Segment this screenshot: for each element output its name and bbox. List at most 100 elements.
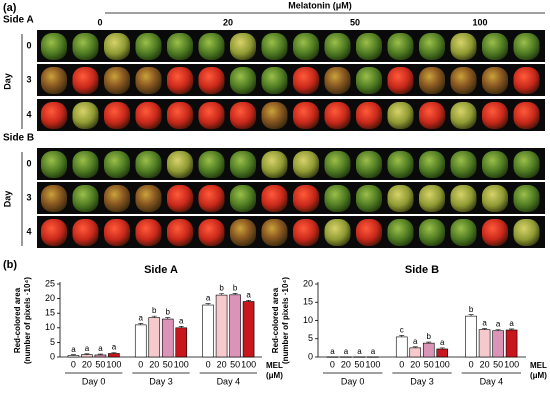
bar <box>161 318 174 358</box>
dose-tick-label: 0 <box>206 359 211 369</box>
pepper <box>356 219 382 246</box>
pepper <box>230 102 256 129</box>
pepper <box>356 102 382 129</box>
bar <box>505 329 518 358</box>
pepper <box>230 185 256 212</box>
pepper <box>450 102 477 129</box>
error-bar <box>399 335 405 337</box>
error-bar <box>84 353 90 355</box>
pepper <box>230 151 256 178</box>
pepper <box>167 219 193 246</box>
pepper <box>419 151 445 178</box>
bar <box>409 347 422 358</box>
y-tick-label: 5 <box>308 333 313 343</box>
pepper <box>419 102 445 129</box>
y-tick-label: 0 <box>308 351 313 361</box>
pepper <box>261 102 288 129</box>
letter-label: a <box>330 347 335 356</box>
pepper <box>41 219 67 246</box>
pepper <box>198 151 225 178</box>
error-bar <box>439 347 445 349</box>
dose-tick-label: 50 <box>163 359 173 369</box>
pepper <box>104 33 130 60</box>
day-number: 4 <box>26 109 31 119</box>
letter-label: a <box>440 338 445 347</box>
bar <box>422 342 435 358</box>
pepper <box>41 185 67 212</box>
pepper <box>293 219 319 246</box>
pepper <box>324 33 351 60</box>
error-bar <box>482 328 488 330</box>
y-axis-label: (number of pixels ·10⁴) <box>23 277 32 364</box>
pepper <box>104 151 130 178</box>
dose-tick-label: 20 <box>410 359 420 369</box>
y-tick-label: 25 <box>45 278 55 288</box>
y-tick-label: 0 <box>50 351 55 361</box>
pepper <box>135 185 162 212</box>
bar <box>175 327 188 358</box>
pepper <box>104 185 130 212</box>
y-tick-label: 5 <box>50 337 55 347</box>
letter-label: a <box>206 294 211 303</box>
day-label: Day <box>2 73 12 90</box>
pepper <box>387 219 414 246</box>
x-tick-label: Day 3 <box>149 376 173 386</box>
letter-label: a <box>71 345 76 354</box>
dose-tick-label: 0 <box>469 359 474 369</box>
pepper <box>324 151 351 178</box>
bar <box>492 330 504 358</box>
dose-tick-label: 50 <box>95 359 105 369</box>
letter-label: b <box>427 332 432 341</box>
pepper <box>513 67 540 94</box>
pepper <box>167 185 193 212</box>
x-tick-label: Day 0 <box>341 376 365 386</box>
pepper <box>167 151 193 178</box>
y-axis-label: Red-colored area <box>13 287 22 353</box>
pepper <box>482 151 508 178</box>
pepper <box>324 185 351 212</box>
chart-title: Side A <box>144 264 178 276</box>
letter-label: b <box>233 283 238 292</box>
error-bar <box>138 323 144 325</box>
pepper <box>482 219 508 246</box>
pepper <box>72 33 99 60</box>
dose-tick-label: 20 <box>217 359 227 369</box>
x-axis-label: MEL <box>530 361 547 370</box>
pepper <box>135 219 162 246</box>
y-tick-label: 15 <box>303 297 313 307</box>
dose-tick-label: 100 <box>435 359 450 369</box>
dose-tick-label: 20 <box>82 359 92 369</box>
error-bar <box>178 326 184 328</box>
pepper <box>387 33 414 60</box>
error-bar <box>232 293 238 295</box>
bar <box>67 355 80 358</box>
pepper <box>356 185 382 212</box>
pepper <box>482 102 508 129</box>
error-bar <box>495 329 501 331</box>
pepper <box>135 151 162 178</box>
dose-label: 50 <box>350 17 360 27</box>
bar <box>108 353 120 358</box>
pepper <box>450 151 477 178</box>
pepper <box>482 33 508 60</box>
pepper <box>41 102 67 129</box>
bar <box>465 315 477 358</box>
y-tick-label: 20 <box>45 293 55 303</box>
dose-tick-label: 50 <box>424 359 434 369</box>
bar <box>81 354 93 358</box>
letter-label: a <box>482 319 487 328</box>
x-axis-label: MEL <box>266 361 283 370</box>
day-label: Day <box>2 191 12 208</box>
pepper <box>419 185 445 212</box>
pepper <box>293 67 319 94</box>
pepper <box>419 219 445 246</box>
letter-label: a <box>179 316 184 325</box>
bar <box>215 294 228 358</box>
letter-label: a <box>344 347 349 356</box>
dose-tick-label: 100 <box>106 359 121 369</box>
dose-tick-label: 100 <box>241 359 256 369</box>
pepper <box>167 102 193 129</box>
pepper <box>356 67 382 94</box>
pepper <box>513 102 540 129</box>
x-tick-label: Day 4 <box>217 376 241 386</box>
